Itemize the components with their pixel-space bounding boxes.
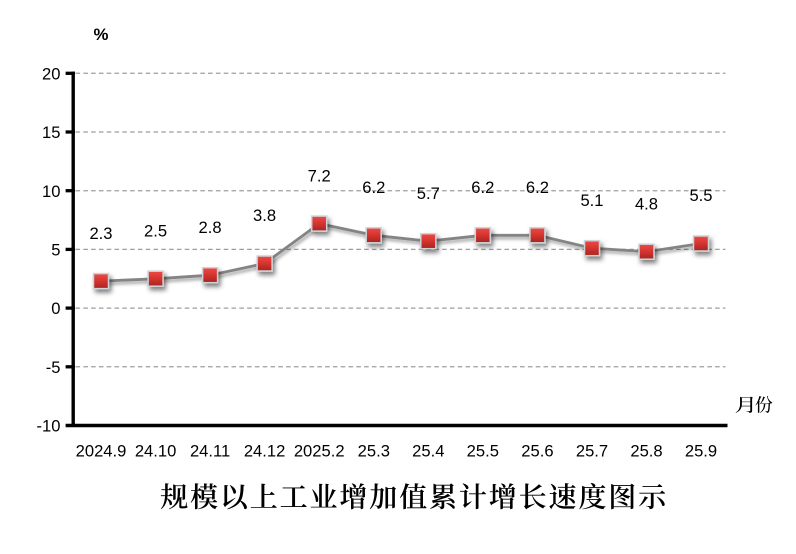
svg-text:25.6: 25.6 xyxy=(521,442,553,461)
svg-text:25.8: 25.8 xyxy=(630,442,662,461)
svg-text:7.2: 7.2 xyxy=(308,166,331,185)
svg-text:6.2: 6.2 xyxy=(526,178,549,197)
svg-text:10: 10 xyxy=(42,182,60,201)
svg-text:5.1: 5.1 xyxy=(580,191,603,210)
svg-text:0: 0 xyxy=(51,299,60,318)
svg-text:24.10: 24.10 xyxy=(135,442,177,461)
svg-text:2024.9: 2024.9 xyxy=(76,442,127,461)
svg-text:5.7: 5.7 xyxy=(417,184,440,203)
svg-text:25.9: 25.9 xyxy=(685,442,717,461)
svg-text:20: 20 xyxy=(42,64,60,83)
svg-text:-5: -5 xyxy=(46,358,61,377)
svg-text:3.8: 3.8 xyxy=(253,206,276,225)
svg-text:25.7: 25.7 xyxy=(576,442,608,461)
svg-text:6.2: 6.2 xyxy=(471,178,494,197)
svg-text:25.4: 25.4 xyxy=(412,442,444,461)
svg-text:24.12: 24.12 xyxy=(244,442,286,461)
svg-text:2025.2: 2025.2 xyxy=(294,442,345,461)
svg-text:2.5: 2.5 xyxy=(144,221,167,240)
svg-text:2.8: 2.8 xyxy=(199,218,222,237)
svg-text:2.3: 2.3 xyxy=(89,224,112,243)
svg-text:15: 15 xyxy=(42,123,60,142)
svg-text:25.3: 25.3 xyxy=(358,442,390,461)
svg-text:-10: -10 xyxy=(37,417,61,436)
svg-text:%: % xyxy=(94,25,109,44)
svg-text:25.5: 25.5 xyxy=(467,442,499,461)
svg-text:5: 5 xyxy=(51,241,60,260)
svg-text:24.11: 24.11 xyxy=(190,442,230,461)
svg-text:5.5: 5.5 xyxy=(689,186,712,205)
svg-text:6.2: 6.2 xyxy=(362,178,385,197)
svg-text:4.8: 4.8 xyxy=(635,194,658,213)
